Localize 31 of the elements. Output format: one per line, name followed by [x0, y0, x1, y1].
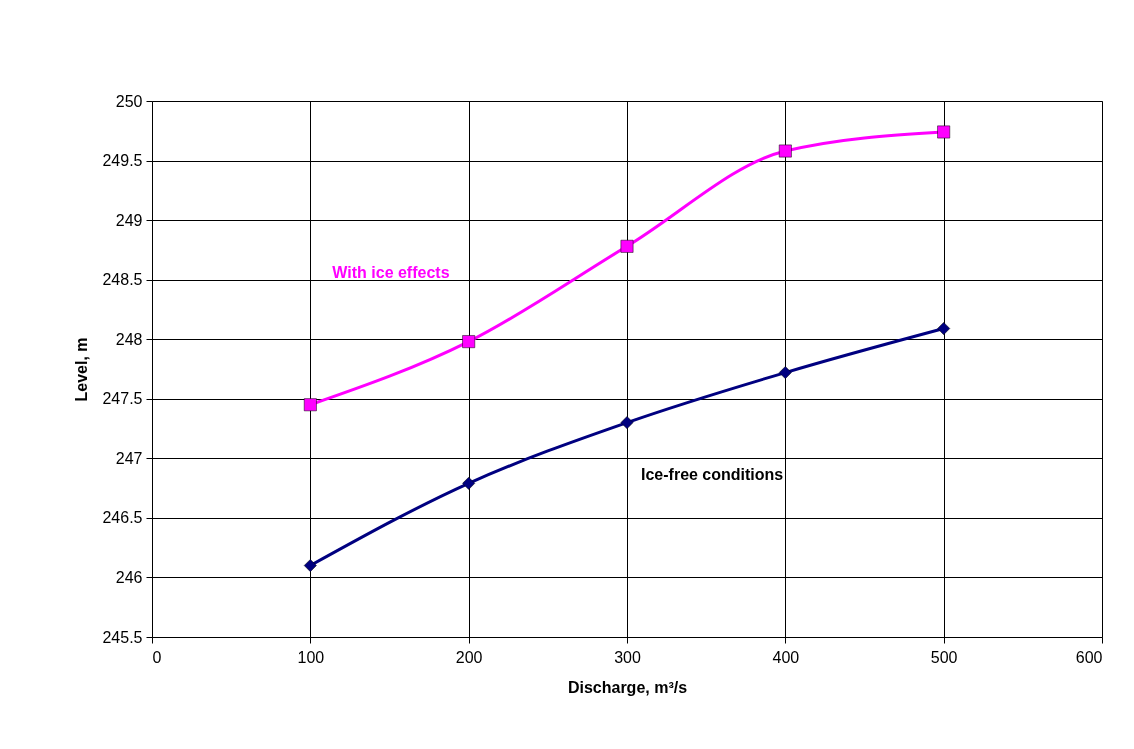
y-tick-label: 246.5 [102, 509, 143, 527]
y-tick-label: 248.5 [102, 271, 143, 289]
point [303, 559, 317, 572]
y-axis-title: Level, m [73, 337, 91, 402]
x-axis-title: Discharge, m³/s [567, 678, 688, 696]
y-tick-label: 246 [115, 568, 143, 586]
x-tick-label: 200 [455, 648, 483, 666]
x-tick-label: 400 [772, 648, 800, 666]
point [778, 144, 792, 158]
x-tick-label: 100 [297, 648, 325, 666]
point [303, 398, 317, 412]
x-tick-label: 600 [1075, 648, 1103, 666]
y-tick-label: 249.5 [102, 152, 143, 170]
point [462, 335, 476, 348]
x-tick-label: 0 [152, 648, 162, 666]
y-tick-label: 245.5 [102, 628, 143, 646]
x-tick-label: 300 [614, 648, 641, 666]
x-tick-label: 500 [930, 648, 958, 666]
y-tick-label: 250 [115, 92, 143, 110]
text: With ice effects [332, 263, 450, 281]
y-tick-label: 248 [115, 330, 143, 348]
point [937, 322, 951, 335]
text: Ice-free conditions [641, 465, 784, 483]
point [620, 239, 634, 253]
y-tick-label: 247 [115, 449, 143, 467]
point [937, 125, 951, 139]
y-tick-label: 249 [115, 211, 143, 229]
y-tick-label: 247.5 [102, 390, 143, 408]
point [778, 366, 792, 379]
point [462, 476, 476, 490]
point [620, 416, 634, 429]
